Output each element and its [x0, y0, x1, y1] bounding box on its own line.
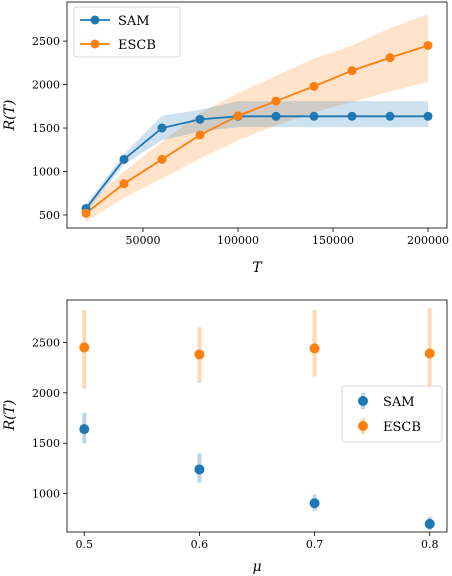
bottom-legend-entry-sam: SAM [358, 393, 415, 410]
bottom-y-tick-label: 2000 [32, 387, 60, 400]
bottom-x-tick-label: 0.8 [421, 538, 439, 551]
bottom-y-ticks: 1000 1500 2000 2500 [32, 336, 67, 501]
bottom-point-escb [424, 348, 435, 359]
top-y-tick-label: 1500 [32, 122, 60, 135]
top-point-escb [347, 66, 357, 76]
top-legend-escb-marker [90, 39, 100, 49]
top-point-sam [347, 111, 357, 121]
top-point-escb [81, 208, 91, 218]
bottom-x-tick-label: 0.7 [306, 538, 324, 551]
bottom-y-tick-label: 1000 [32, 488, 60, 501]
top-point-escb [309, 81, 319, 91]
top-legend-entry-sam: SAM [80, 14, 150, 29]
bottom-series-points [79, 342, 435, 529]
top-y-axis-label: R(T) [2, 100, 18, 132]
top-y-ticks: 500 1000 1500 2000 2500 [32, 35, 67, 222]
top-legend-entry-escb: ESCB [80, 38, 156, 53]
bottom-point-sam [79, 424, 90, 435]
top-x-tick-label: 50000 [126, 234, 161, 247]
top-point-escb [233, 111, 243, 121]
bottom-legend-escb-marker [358, 421, 368, 431]
bottom-point-escb [194, 349, 205, 360]
top-y-tick-label: 2500 [32, 35, 60, 48]
bottom-x-axis-label: μ [252, 559, 261, 575]
bottom-chart: 0.5 0.6 0.7 0.8 1000 1500 2000 2500 μ R(T) SAM… [2, 299, 448, 575]
top-line-escb [85, 44, 429, 214]
top-confidence-bands [86, 14, 428, 222]
bottom-y-axis-label: R(T) [2, 400, 18, 432]
bottom-x-tick-label: 0.5 [76, 538, 94, 551]
top-band-escb [86, 14, 428, 222]
bottom-x-ticks: 0.5 0.6 0.7 0.8 [76, 532, 439, 551]
top-y-tick-label: 2000 [32, 79, 60, 92]
top-point-escb [385, 53, 395, 63]
top-chart: 50000 100000 150000 200000 500 1000 1500 2000 2… [2, 1, 449, 276]
bottom-y-tick-label: 2500 [32, 336, 60, 349]
bottom-legend: SAM ESCB [341, 385, 443, 443]
top-point-sam [157, 123, 167, 133]
top-x-tick-label: 100000 [217, 234, 259, 247]
top-line-sam [85, 115, 428, 209]
top-x-ticks: 50000 100000 150000 200000 [126, 228, 449, 247]
top-legend-sam-marker [90, 15, 100, 25]
top-point-escb [157, 154, 167, 164]
top-plot-frame [66, 1, 448, 229]
bottom-y-tick-label: 1500 [32, 437, 60, 450]
top-y-tick-label: 500 [39, 209, 60, 222]
bottom-legend-entry-escb: ESCB [358, 418, 421, 435]
top-band-sam [86, 101, 428, 213]
bottom-point-sam [194, 464, 205, 475]
top-point-sam [271, 111, 281, 121]
top-x-axis-label: T [252, 260, 263, 276]
top-series-lines [85, 44, 429, 214]
top-legend-escb-label: ESCB [118, 38, 156, 53]
top-point-sam [423, 111, 433, 121]
top-point-escb [423, 40, 433, 50]
top-legend: SAM ESCB [73, 6, 181, 58]
bottom-point-escb [309, 343, 320, 354]
top-point-escb [119, 179, 129, 189]
bottom-legend-escb-label: ESCB [383, 420, 421, 435]
bottom-point-sam [424, 518, 435, 529]
top-x-tick-label: 200000 [407, 234, 449, 247]
top-point-sam [385, 111, 395, 121]
bottom-legend-sam-label: SAM [383, 395, 415, 410]
top-point-sam [309, 111, 319, 121]
bottom-point-sam [309, 498, 320, 509]
top-point-sam [195, 114, 205, 124]
top-series-points [81, 40, 433, 218]
bottom-point-escb [79, 342, 90, 353]
bottom-legend-sam-marker [358, 396, 368, 406]
top-legend-sam-label: SAM [118, 14, 150, 29]
top-point-escb [195, 130, 205, 140]
top-y-tick-label: 1000 [32, 166, 60, 179]
top-point-sam [119, 154, 129, 164]
top-point-escb [271, 96, 281, 106]
top-x-tick-label: 150000 [312, 234, 354, 247]
bottom-plot-frame [66, 299, 448, 533]
bottom-x-tick-label: 0.6 [191, 538, 209, 551]
